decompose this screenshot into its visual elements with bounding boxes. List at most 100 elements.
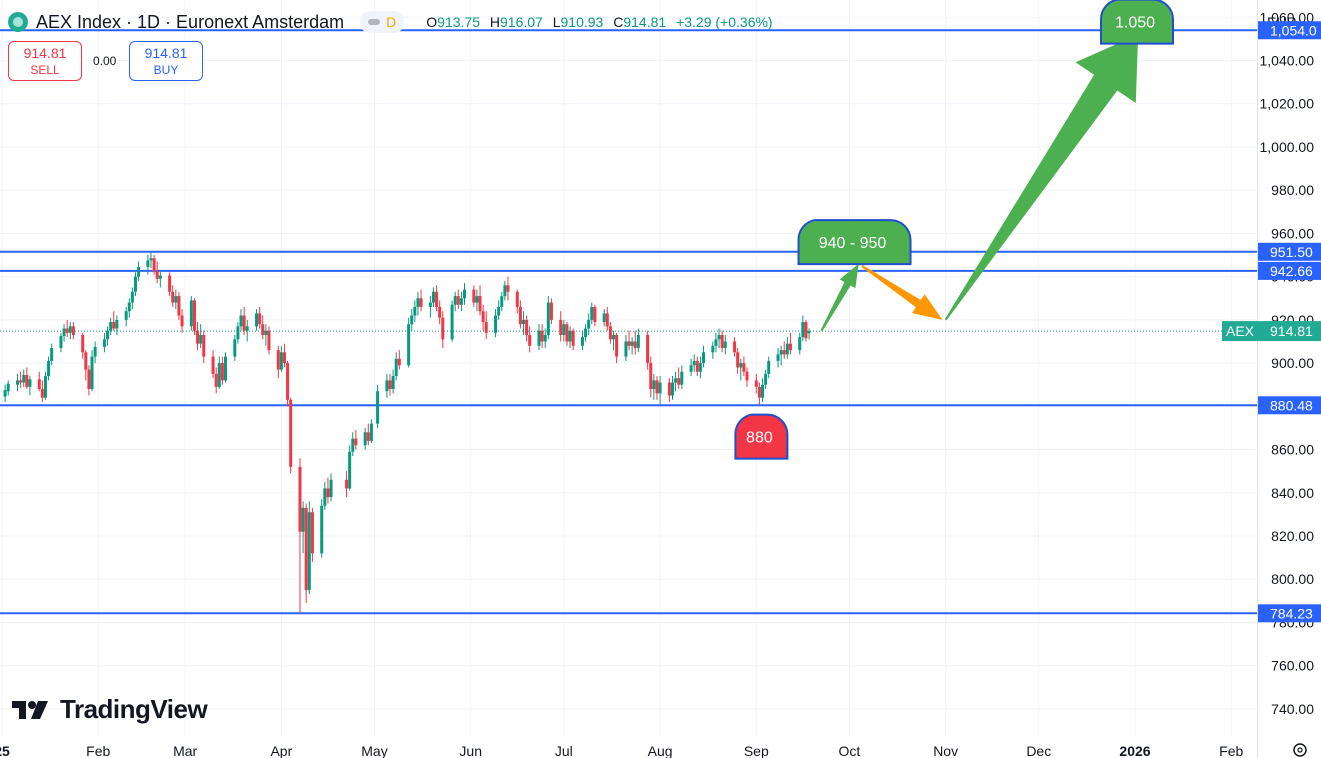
candle-body — [605, 313, 609, 327]
candle-body — [515, 291, 519, 307]
candle-body — [456, 296, 460, 305]
candle-body — [289, 399, 293, 467]
candle-body — [133, 276, 137, 292]
candle-body — [214, 373, 218, 387]
time-tick-label: 25 — [0, 743, 10, 758]
candle-body — [475, 296, 479, 303]
time-tick-label: Mar — [173, 743, 197, 758]
price-axis[interactable]: EUR — [1257, 0, 1321, 758]
candle-body — [304, 507, 308, 591]
candle-body — [736, 352, 740, 368]
annotation-arrows[interactable] — [820, 34, 1139, 332]
buy-button[interactable]: 914.81 BUY — [129, 41, 203, 81]
candle-body — [689, 365, 693, 372]
sell-button[interactable]: 914.81 SELL — [8, 41, 82, 81]
candle-body — [106, 330, 110, 340]
candle-body — [416, 298, 420, 307]
candle-body — [245, 326, 249, 331]
candle-body — [745, 371, 749, 381]
candle-body — [217, 363, 221, 387]
candle-body — [584, 328, 588, 338]
candle-body — [385, 380, 389, 392]
candle-body — [652, 380, 656, 390]
candle-body — [109, 322, 113, 331]
candle-body — [754, 380, 758, 387]
tradingview-logo[interactable]: TradingView — [12, 694, 208, 725]
annotation-label-text: 1.050 — [1115, 15, 1155, 32]
annotation-label-bubble — [1099, 0, 1174, 45]
price-axis-background — [1257, 0, 1321, 758]
candle-body — [65, 328, 69, 333]
tradingview-wordmark: TradingView — [60, 694, 208, 724]
price-tick-label: 1,020.00 — [1260, 96, 1315, 112]
candle-body — [776, 354, 780, 361]
candle-body — [612, 335, 616, 340]
candle-body — [127, 302, 131, 312]
time-axis[interactable]: 25 Feb Mar Apr May Jun Jul Aug Sep Oct Nov Dec 2026 F… — [0, 743, 1244, 758]
horizontal-levels[interactable] — [0, 29, 1257, 615]
candle-body — [677, 378, 681, 385]
candle-body — [115, 319, 119, 329]
annotation-labels[interactable]: 1.050 940 - 950 880 — [734, 0, 1174, 460]
candle-body — [180, 315, 184, 327]
symbol-tag-background — [1222, 321, 1258, 342]
candle-body — [615, 335, 619, 357]
candle-body — [481, 311, 485, 323]
candle-body — [255, 313, 259, 327]
price-tick-label: 860.00 — [1271, 442, 1314, 458]
price-tick-label: 760.00 — [1271, 658, 1314, 674]
candle-body — [670, 382, 674, 396]
candle-body — [506, 285, 510, 292]
candle-body — [155, 271, 159, 279]
level-tag-background — [1258, 242, 1321, 261]
candle-body — [202, 335, 206, 357]
level-tag-label: 1,054.0 — [1270, 22, 1317, 38]
candle-body — [376, 391, 380, 424]
candle-body — [655, 380, 659, 394]
candle-body — [494, 315, 498, 333]
candle-body — [192, 300, 196, 331]
candle-body — [764, 373, 768, 385]
candle-body — [149, 258, 153, 261]
candle-body — [168, 275, 172, 292]
low-label: L — [552, 14, 561, 30]
price-tick-label: 980.00 — [1271, 182, 1314, 198]
candle-body — [323, 488, 327, 506]
symbol-title[interactable]: AEX Index · 1D · Euronext Amsterdam — [36, 11, 345, 32]
change-value: +3.29 (+0.36%) — [676, 14, 773, 30]
annotation-arrow — [944, 34, 1139, 321]
annotation-label-text: 940 - 950 — [819, 235, 887, 252]
candle-body — [680, 371, 684, 385]
level-tag-background — [1258, 396, 1321, 415]
candle-body — [87, 369, 91, 390]
settings-gear-icon[interactable] — [1293, 743, 1307, 757]
time-tick-label: Feb — [86, 743, 110, 758]
market-status-pill[interactable]: D — [360, 11, 405, 33]
candle-body — [310, 512, 314, 554]
candle-body — [236, 326, 240, 340]
candle-body — [19, 380, 23, 383]
annotation-label-text: 880 — [746, 430, 773, 447]
candle-body — [363, 432, 367, 446]
candle-body — [540, 330, 544, 342]
candle-body — [71, 326, 75, 335]
candle-body — [258, 313, 262, 325]
candle-body — [804, 322, 808, 339]
candle-body — [93, 346, 97, 357]
candle-body — [587, 319, 591, 329]
candle-body — [431, 291, 435, 303]
level-tag-label: 942.66 — [1270, 263, 1313, 279]
candle-body — [568, 330, 572, 342]
grid-lines — [0, 0, 1257, 737]
time-tick-label: Nov — [933, 743, 958, 758]
sell-price: 914.81 — [23, 45, 67, 61]
candle-body — [801, 322, 805, 338]
sell-label: SELL — [30, 63, 60, 77]
candle-body — [419, 298, 423, 307]
candle-body — [391, 376, 395, 390]
candle-body — [233, 339, 237, 357]
candle-body — [571, 330, 575, 346]
time-tick-label: Feb — [1219, 743, 1243, 758]
candle-body — [695, 360, 699, 372]
